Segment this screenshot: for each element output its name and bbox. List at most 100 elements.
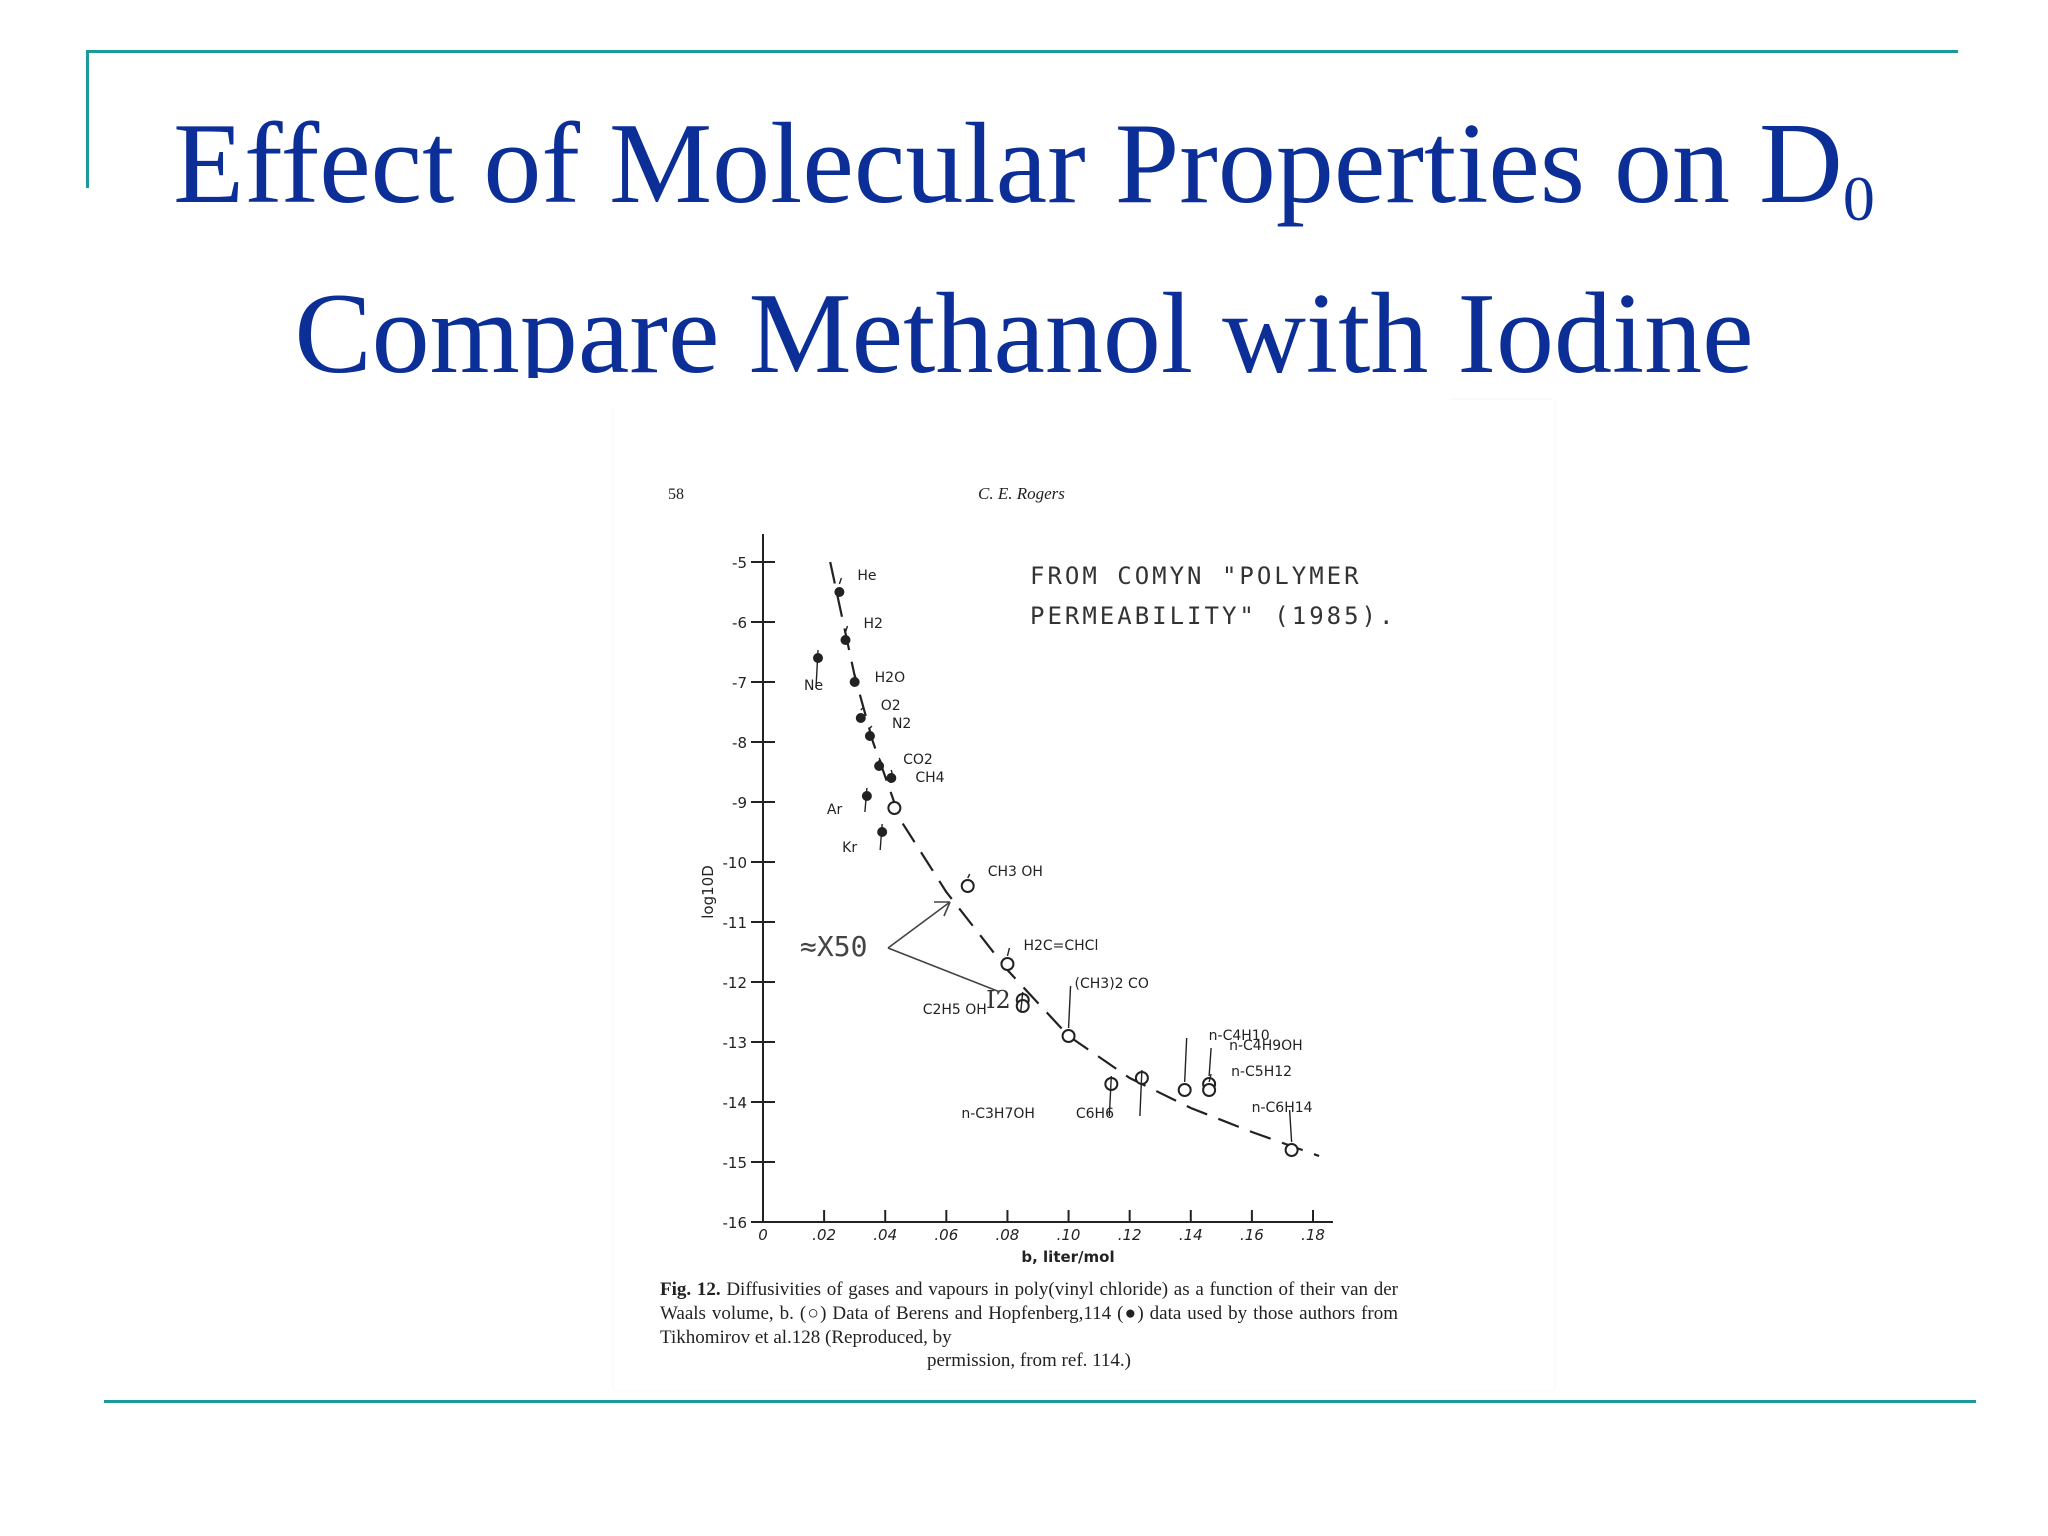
point-label: n-C6H14 <box>1252 1100 1313 1116</box>
y-tick-label: -5 <box>732 554 747 572</box>
point-leader <box>838 577 843 585</box>
caption-label: Fig. 12. <box>660 1279 721 1300</box>
x-tick-label: .06 <box>934 1226 958 1244</box>
point-label: H2O <box>875 670 905 686</box>
title-clip <box>230 378 1450 408</box>
x-tick-label: .04 <box>873 1226 897 1244</box>
caption-end: permission, from ref. 114.) <box>926 1350 1132 1371</box>
y-tick-label: -12 <box>723 974 748 992</box>
point-leader <box>879 823 883 851</box>
caption-text: Diffusivities of gases and vapours in po… <box>660 1279 1399 1348</box>
data-point-open <box>887 801 902 815</box>
handwritten-source-line2: PERMEABILITY" (1985). <box>1030 602 1396 630</box>
point-label: H2 <box>864 616 883 632</box>
handwritten-source-line1: FROM COMYN "POLYMER <box>1030 562 1362 590</box>
iodine-point <box>1015 999 1030 1013</box>
data-point-filled <box>849 677 860 687</box>
data-point-open <box>1284 1143 1299 1157</box>
point-label: n-C4H10 <box>1209 1028 1270 1044</box>
slide-title-line2: Compare Methanol with Iodine <box>294 270 1754 398</box>
ratio-arrowhead <box>934 901 951 917</box>
data-point-open <box>960 879 975 893</box>
page-author: C. E. Rogers <box>978 484 1065 503</box>
top-rule <box>86 50 1958 53</box>
point-label: CO2 <box>903 752 933 768</box>
data-point-filled <box>834 587 845 597</box>
title-subscript: 0 <box>1842 162 1875 234</box>
point-leader <box>1108 1075 1113 1117</box>
data-point-open <box>1177 1083 1192 1097</box>
point-leader <box>1067 985 1072 1029</box>
point-leader <box>864 787 868 813</box>
point-label: Kr <box>842 840 857 856</box>
slide-title-line1: Effect of Molecular Properties on D0 <box>0 106 2048 230</box>
y-tick-label: -7 <box>732 674 747 692</box>
y-axis-title: log10D <box>699 865 717 919</box>
point-label: C2H5 OH <box>923 1002 987 1018</box>
x-tick-label: 0 <box>758 1226 768 1244</box>
point-label: n-C3H7OH <box>961 1106 1035 1122</box>
ratio-arrow-up <box>887 901 951 949</box>
page-number: 58 <box>668 486 684 503</box>
y-tick-label: -8 <box>732 734 747 752</box>
data-point-filled <box>864 731 875 741</box>
point-label: Ar <box>827 802 843 818</box>
point-leader <box>1139 1069 1143 1117</box>
data-point-open <box>1061 1029 1076 1043</box>
x-axis-title: b, liter/mol <box>1021 1248 1114 1266</box>
data-point-filled <box>874 761 885 771</box>
point-label: CH3 OH <box>988 864 1043 880</box>
y-tick-label: -14 <box>723 1094 748 1112</box>
point-leader <box>967 873 971 879</box>
y-tick-label: -13 <box>723 1034 748 1052</box>
point-leader <box>860 707 864 711</box>
point-leader <box>1208 1047 1212 1077</box>
point-leader <box>1020 991 1024 1013</box>
point-label: (CH3)2 CO <box>1075 976 1149 992</box>
point-leader <box>854 673 858 681</box>
x-tick-label: .08 <box>996 1226 1020 1244</box>
point-label: O2 <box>881 698 901 714</box>
data-point-open <box>1202 1083 1217 1097</box>
point-leader <box>869 725 873 729</box>
x-tick-label: .16 <box>1240 1226 1264 1244</box>
point-label: n-C5H12 <box>1231 1064 1292 1080</box>
ratio-arrow-down <box>887 947 1001 993</box>
x-tick-label: .12 <box>1118 1226 1142 1244</box>
point-leader <box>815 649 819 689</box>
point-leader <box>844 625 849 633</box>
point-label: C6H6 <box>1076 1106 1114 1122</box>
bottom-rule <box>104 1400 1976 1403</box>
point-label: CH4 <box>915 770 944 786</box>
point-leader <box>1208 1073 1212 1083</box>
x-tick-label: .10 <box>1057 1226 1081 1244</box>
point-leader <box>1288 1109 1293 1143</box>
data-point-filled <box>886 773 897 783</box>
y-tick-label: -6 <box>732 614 747 632</box>
point-leader <box>890 769 895 781</box>
data-point-open <box>1000 957 1015 971</box>
y-tick-label: -15 <box>723 1154 748 1172</box>
point-label: Ne <box>804 678 823 694</box>
y-tick-label: -16 <box>723 1214 748 1232</box>
x-tick-label: .02 <box>812 1226 836 1244</box>
point-label: N2 <box>892 716 911 732</box>
point-label: He <box>857 568 876 584</box>
point-leader <box>878 757 882 763</box>
point-label: H2C=CHCl <box>1023 938 1098 954</box>
point-leader <box>1183 1037 1188 1083</box>
x-tick-label: .18 <box>1301 1226 1325 1244</box>
scanned-figure <box>614 400 1554 1390</box>
point-leader <box>1006 947 1011 957</box>
point-label: n-C4H9OH <box>1229 1038 1303 1054</box>
data-point-filled <box>855 713 866 723</box>
y-tick-label: -10 <box>723 854 748 872</box>
y-tick-label: -9 <box>732 794 747 812</box>
x-tick-label: .14 <box>1179 1226 1203 1244</box>
data-point-filled <box>840 635 851 645</box>
handwritten-iodine-label: I2 <box>986 986 1011 1014</box>
title-line1-text: Effect of Molecular Properties on D <box>173 100 1843 228</box>
y-tick-label: -11 <box>723 914 748 932</box>
figure-caption: Fig. 12. Diffusivities of gases and vapo… <box>660 1278 1398 1350</box>
